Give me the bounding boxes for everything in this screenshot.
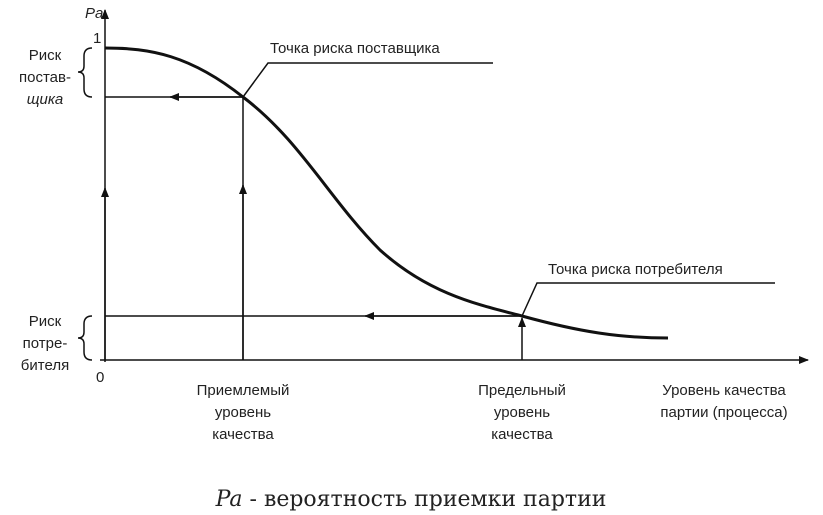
risk-label: бителя [21, 357, 69, 374]
y-top-label: 1 [93, 30, 101, 47]
oc-curve [104, 46, 669, 340]
risk-label: потре- [23, 335, 68, 352]
risk-label: щика [27, 91, 64, 108]
risk-label: Риск [29, 313, 62, 330]
x-axis-label: партии (процесса) [660, 404, 787, 421]
caption-text: - вероятность приемки партии [250, 487, 607, 512]
risk-label: Риск [29, 47, 62, 64]
caption: Pa - вероятность приемки партии [215, 487, 607, 512]
x-axis-label: Уровень качества [662, 382, 786, 399]
quality-label: Предельный [478, 382, 566, 399]
quality-label: Приемлемый [197, 382, 290, 399]
point-label: Точка риска поставщика [270, 40, 440, 57]
caption-symbol: Pa [215, 487, 243, 512]
quality-label: качества [212, 426, 274, 443]
risk-label: постав- [19, 69, 71, 86]
quality-label: уровень [494, 404, 550, 421]
brace [77, 315, 93, 361]
y-axis-label: Pa [85, 5, 103, 22]
point-label: Точка риска потребителя [548, 261, 723, 278]
callout-line [521, 282, 775, 317]
quality-label: уровень [215, 404, 271, 421]
origin-label: 0 [96, 369, 104, 386]
quality-label: качества [491, 426, 553, 443]
brace [77, 47, 93, 98]
callout-line [242, 62, 493, 98]
